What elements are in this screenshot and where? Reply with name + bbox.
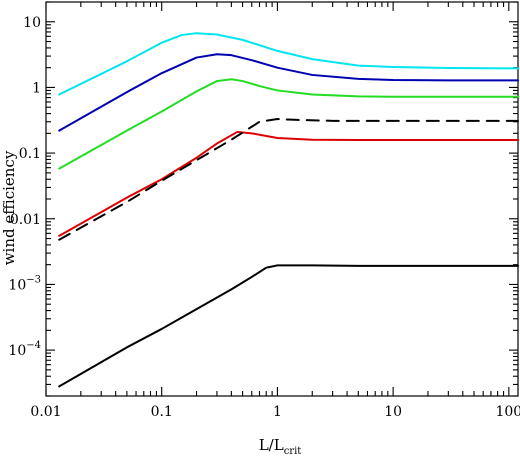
- x-axis-label-main: L/L: [259, 436, 284, 454]
- series-line-6: [58, 264, 519, 388]
- series-line-1: [58, 32, 519, 96]
- x-tick-label: 100: [495, 404, 520, 420]
- y-axis-label: wind efficiency: [0, 150, 18, 265]
- series-line-5: [58, 118, 519, 241]
- series-line-4: [58, 130, 519, 237]
- x-axis-label-sub: crit: [284, 446, 302, 457]
- series-layer: [58, 32, 519, 388]
- y-tick-label: 10−4: [8, 340, 41, 359]
- x-tick-label: 1: [273, 404, 282, 420]
- x-tick-label: 0.01: [30, 404, 61, 420]
- y-tick-label: 10−3: [8, 274, 41, 293]
- x-tick-label: 0.1: [151, 404, 173, 420]
- y-tick-label: 0.01: [10, 212, 41, 228]
- y-tick-label-exp: −4: [26, 340, 41, 351]
- y-tick-label-exp: −3: [26, 274, 41, 285]
- y-tick-label-base: 10: [8, 343, 26, 359]
- y-tick-label-base: 10: [8, 277, 26, 293]
- y-tick-label: 10: [23, 15, 41, 31]
- y-tick-label: 1: [32, 80, 41, 96]
- x-axis-label: L/Lcrit: [259, 436, 302, 457]
- series-line-2: [58, 53, 519, 132]
- plot-frame: [45, 1, 519, 397]
- x-tick-label: 10: [384, 404, 402, 420]
- series-line-3: [58, 78, 519, 170]
- y-tick-label: 0.1: [19, 146, 41, 162]
